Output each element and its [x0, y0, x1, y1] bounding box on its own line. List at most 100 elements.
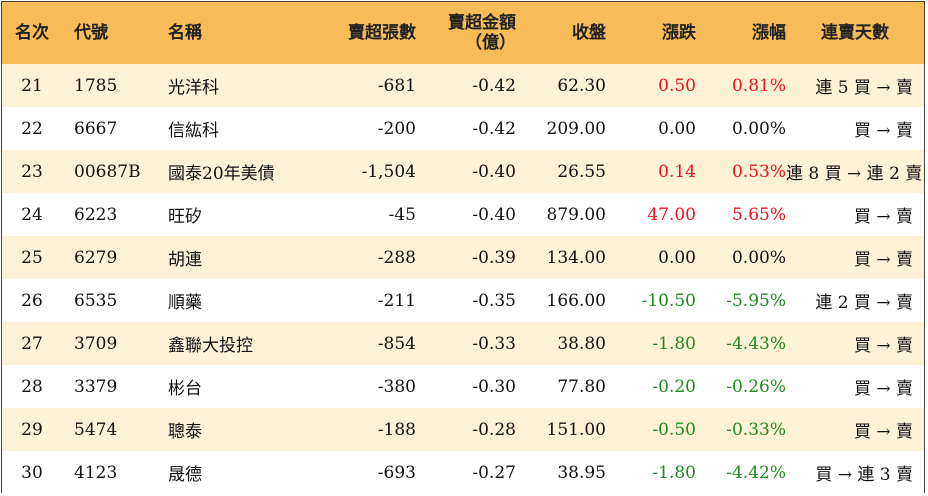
cell-sell-amount: -0.39: [472, 247, 516, 268]
cell-close: 77.80: [557, 376, 606, 397]
cell-sell-amount: -0.28: [472, 419, 516, 440]
cell-pct: -4.43%: [726, 333, 786, 354]
cell-sell-lots: -854: [377, 333, 416, 354]
header-sell-amount: 賣超金額 （億）: [416, 2, 516, 64]
cell-pct: -0.26%: [726, 376, 786, 397]
cell-sell-amount: -0.42: [472, 118, 516, 139]
cell-name: 國泰20年美債: [168, 164, 275, 184]
table-row: 28 3379 彬台 -380 -0.30 77.80 -0.20 -0.26% 買 → 賣: [2, 365, 924, 408]
cell-name: 晟德: [168, 465, 202, 485]
cell-name: 信紘科: [168, 121, 219, 141]
cell-name: 彬台: [168, 379, 202, 399]
cell-sell-amount: -0.30: [472, 376, 516, 397]
cell-name: 旺矽: [168, 207, 202, 227]
cell-name: 順藥: [168, 293, 202, 313]
cell-sell-lots: -1,504: [361, 161, 416, 182]
table-row: 22 6667 信紘科 -200 -0.42 209.00 0.00 0.00% 買 → 賣: [2, 107, 924, 150]
cell-change: 0.00: [658, 247, 696, 268]
cell-change: 0.14: [658, 161, 696, 182]
cell-streak: 買 → 賣: [853, 121, 913, 141]
header-sell-amount-line2: （億）: [465, 33, 516, 53]
cell-close: 38.80: [557, 333, 606, 354]
header-code: 代號: [74, 23, 108, 43]
header-name: 名稱: [168, 23, 202, 43]
cell-pct: -0.33%: [726, 419, 786, 440]
cell-close: 166.00: [546, 290, 606, 311]
header-sell-amount-line1: 賣超金額: [448, 13, 516, 33]
cell-rank: 23: [21, 161, 43, 182]
cell-name: 鑫聯大投控: [168, 336, 253, 356]
cell-sell-lots: -211: [377, 290, 416, 311]
table-row: 25 6279 胡連 -288 -0.39 134.00 0.00 0.00% 買 → 賣: [2, 236, 924, 279]
cell-close: 38.95: [557, 462, 606, 483]
cell-pct: -5.95%: [726, 290, 786, 311]
table-row: 27 3709 鑫聯大投控 -854 -0.33 38.80 -1.80 -4.43% 買 → …: [2, 322, 924, 365]
cell-code: 3379: [74, 376, 118, 397]
cell-sell-lots: -693: [377, 462, 416, 483]
cell-code: 6667: [74, 118, 118, 139]
table-row: 23 00687B 國泰20年美債 -1,504 -0.40 26.55 0.14 0.53%…: [2, 150, 924, 193]
cell-close: 151.00: [546, 419, 606, 440]
cell-streak: 買 → 賣: [853, 379, 913, 399]
cell-rank: 22: [21, 118, 43, 139]
cell-name: 光洋科: [168, 78, 219, 98]
cell-change: 0.00: [658, 118, 696, 139]
cell-code: 6223: [74, 204, 118, 225]
cell-sell-lots: -45: [388, 204, 416, 225]
cell-change: 0.50: [658, 75, 696, 96]
cell-pct: 0.53%: [731, 161, 786, 182]
cell-sell-amount: -0.35: [472, 290, 516, 311]
table-row: 30 4123 晟德 -693 -0.27 38.95 -1.80 -4.42% 買 → 連 3…: [2, 451, 924, 494]
table-row: 21 1785 光洋科 -681 -0.42 62.30 0.50 0.81% 連 5 買 → …: [2, 64, 924, 107]
cell-rank: 28: [21, 376, 43, 397]
table-row: 24 6223 旺矽 -45 -0.40 879.00 47.00 5.65% 買 → 賣: [2, 193, 924, 236]
cell-streak: 買 → 賣: [853, 250, 913, 270]
cell-close: 62.30: [557, 75, 606, 96]
cell-change: -0.50: [652, 419, 696, 440]
cell-code: 6279: [74, 247, 118, 268]
cell-streak: 買 → 連 3 賣: [815, 465, 913, 485]
cell-rank: 30: [21, 462, 43, 483]
cell-sell-lots: -200: [377, 118, 416, 139]
cell-streak: 連 8 買 → 連 2 賣: [786, 164, 923, 184]
cell-close: 26.55: [557, 161, 606, 182]
cell-code: 5474: [74, 419, 118, 440]
cell-code: 4123: [74, 462, 118, 483]
cell-pct: 0.81%: [731, 75, 786, 96]
cell-sell-lots: -380: [377, 376, 416, 397]
table-row: 26 6535 順藥 -211 -0.35 166.00 -10.50 -5.95% 連 2 買…: [2, 279, 924, 322]
cell-streak: 連 2 買 → 賣: [815, 293, 913, 313]
cell-code: 00687B: [74, 161, 141, 182]
cell-close: 879.00: [546, 204, 606, 225]
cell-close: 209.00: [546, 118, 606, 139]
header-close: 收盤: [572, 23, 606, 43]
cell-name: 胡連: [168, 250, 202, 270]
cell-rank: 21: [21, 75, 43, 96]
cell-pct: -4.42%: [726, 462, 786, 483]
header-streak: 連賣天數: [821, 23, 889, 43]
cell-pct: 0.00%: [731, 118, 786, 139]
cell-rank: 26: [21, 290, 43, 311]
cell-sell-amount: -0.42: [472, 75, 516, 96]
cell-rank: 27: [21, 333, 43, 354]
cell-sell-amount: -0.33: [472, 333, 516, 354]
cell-pct: 0.00%: [731, 247, 786, 268]
cell-name: 聰泰: [168, 422, 202, 442]
header-sell-lots: 賣超張數: [348, 23, 416, 43]
cell-change: -1.80: [652, 333, 696, 354]
cell-sell-amount: -0.40: [472, 161, 516, 182]
cell-sell-amount: -0.27: [472, 462, 516, 483]
cell-close: 134.00: [546, 247, 606, 268]
cell-code: 1785: [74, 75, 118, 96]
cell-change: 47.00: [647, 204, 696, 225]
cell-rank: 29: [21, 419, 43, 440]
cell-streak: 買 → 賣: [853, 336, 913, 356]
cell-rank: 25: [21, 247, 43, 268]
cell-pct: 5.65%: [731, 204, 786, 225]
cell-streak: 買 → 賣: [853, 422, 913, 442]
header-row: 名次 代號 名稱 賣超張數 賣超金額 （億） 收盤 漲跌 漲幅 連賣天數: [2, 2, 924, 64]
table-header: 名次 代號 名稱 賣超張數 賣超金額 （億） 收盤 漲跌 漲幅 連賣天數: [2, 2, 924, 64]
table-body: 21 1785 光洋科 -681 -0.42 62.30 0.50 0.81% 連 5 買 → …: [2, 64, 924, 494]
table-row: 29 5474 聰泰 -188 -0.28 151.00 -0.50 -0.33% 買 → 賣: [2, 408, 924, 451]
